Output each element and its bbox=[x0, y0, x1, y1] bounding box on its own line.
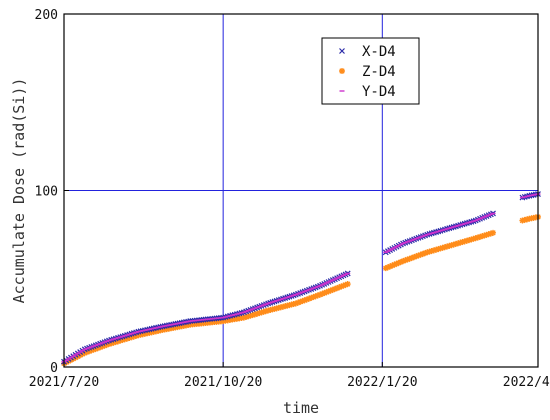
data-point bbox=[344, 281, 351, 288]
data-point bbox=[411, 254, 418, 261]
data-point bbox=[338, 283, 345, 290]
data-point bbox=[329, 286, 336, 293]
data-point bbox=[310, 294, 317, 301]
data-point bbox=[413, 253, 420, 260]
data-point bbox=[299, 298, 306, 305]
data-point bbox=[67, 356, 74, 363]
data-point bbox=[308, 294, 315, 301]
data-point bbox=[397, 258, 404, 265]
legend-item-y-d4: Y-D4 bbox=[339, 84, 396, 100]
legend-box bbox=[321, 37, 420, 105]
data-point bbox=[490, 229, 497, 236]
data-point bbox=[404, 256, 411, 263]
legend: X-D4 Z-D4 Y-D4 bbox=[321, 37, 420, 105]
data-point bbox=[292, 300, 299, 307]
data-point bbox=[340, 282, 347, 289]
legend-item-z-d4: Z-D4 bbox=[339, 64, 396, 80]
data-point bbox=[402, 257, 409, 264]
y-tick-label: 100 bbox=[35, 185, 58, 200]
data-point bbox=[72, 354, 79, 361]
data-point bbox=[408, 254, 415, 261]
data-point bbox=[391, 261, 398, 268]
legend-label: Y-D4 bbox=[362, 84, 396, 100]
data-point bbox=[395, 259, 402, 266]
x-axis-label: time bbox=[283, 399, 319, 417]
data-point bbox=[382, 265, 389, 272]
data-point bbox=[317, 291, 324, 298]
series-y-d4 bbox=[61, 193, 541, 363]
data-point bbox=[303, 296, 310, 303]
data-point bbox=[312, 293, 319, 300]
data-point bbox=[70, 355, 77, 362]
data-point bbox=[393, 260, 400, 267]
legend-marker bbox=[339, 68, 345, 74]
y-tick-label: 200 bbox=[35, 8, 58, 23]
data-point bbox=[325, 288, 332, 295]
data-point bbox=[400, 258, 407, 265]
legend-label: X-D4 bbox=[362, 44, 396, 60]
data-point bbox=[301, 297, 308, 304]
data-point bbox=[295, 299, 302, 306]
data-point bbox=[314, 292, 321, 299]
legend-marker bbox=[339, 48, 345, 54]
data-point bbox=[331, 285, 338, 292]
data-point bbox=[334, 285, 341, 292]
data-point bbox=[65, 358, 72, 365]
legend-item-x-d4: X-D4 bbox=[339, 44, 396, 60]
series-layer bbox=[61, 191, 541, 367]
y-tick-label: 0 bbox=[50, 361, 58, 376]
data-point bbox=[297, 298, 304, 305]
data-point bbox=[323, 289, 330, 296]
data-point bbox=[419, 250, 426, 257]
data-point bbox=[422, 250, 429, 257]
x-tick-label: 2021/7/20 bbox=[29, 375, 99, 390]
x-tick-label: 2021/10/20 bbox=[184, 375, 262, 390]
data-point bbox=[319, 290, 326, 297]
data-point bbox=[327, 287, 334, 294]
data-point bbox=[306, 295, 313, 302]
legend-label: Z-D4 bbox=[362, 64, 396, 80]
tick-labels: 2021/7/20 2021/10/20 2022/1/20 2022/4/20 0 10… bbox=[29, 8, 550, 390]
data-point bbox=[321, 290, 328, 297]
data-point bbox=[342, 281, 349, 288]
data-point bbox=[417, 251, 424, 258]
data-point bbox=[387, 263, 394, 270]
data-point bbox=[389, 262, 396, 269]
x-tick-label: 2022/1/20 bbox=[347, 375, 417, 390]
data-point bbox=[406, 255, 413, 262]
data-point bbox=[415, 252, 422, 259]
data-point bbox=[384, 264, 391, 271]
y-axis-label: Accumulate Dose (rad(Si)) bbox=[10, 78, 28, 304]
x-tick-label: 2022/4/20 bbox=[503, 375, 550, 390]
data-point bbox=[336, 284, 343, 291]
